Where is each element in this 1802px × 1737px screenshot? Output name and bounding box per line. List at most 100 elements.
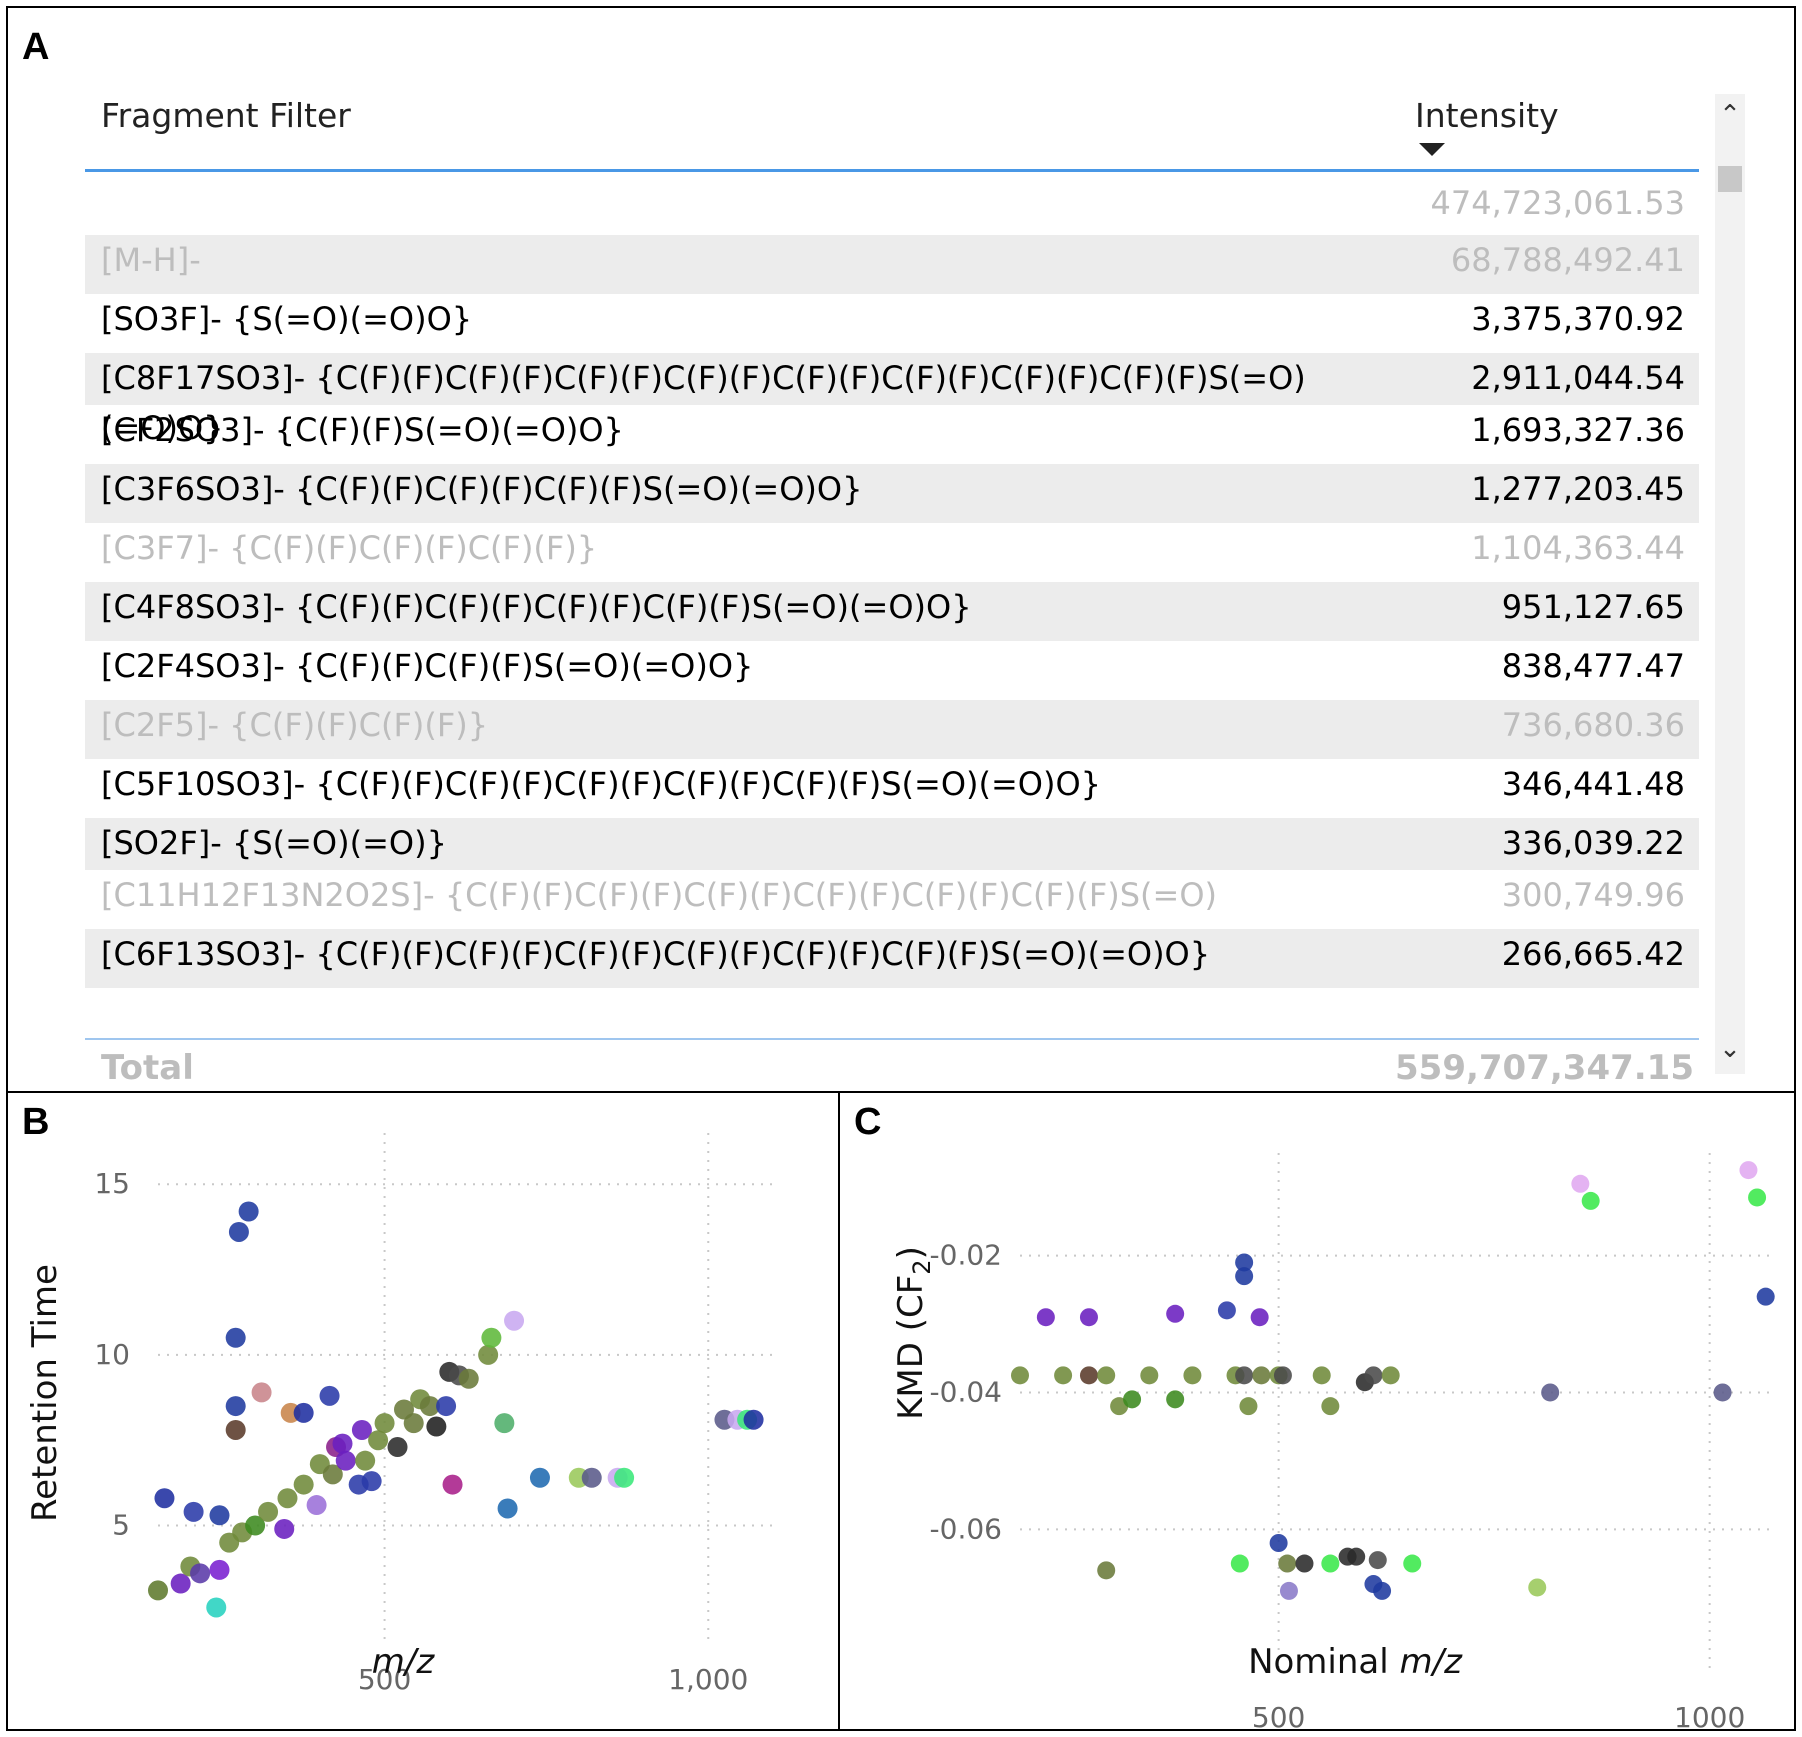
- data-point[interactable]: [351, 1419, 372, 1440]
- data-point[interactable]: [225, 1327, 246, 1348]
- data-point[interactable]: [419, 1396, 440, 1417]
- data-point[interactable]: [426, 1416, 447, 1437]
- data-point[interactable]: [1097, 1561, 1116, 1580]
- data-point[interactable]: [1748, 1188, 1767, 1207]
- data-point[interactable]: [614, 1467, 635, 1488]
- table-row[interactable]: [CF2SO3]- {C(F)(F)S(=O)(=O)O} 1,693,327.3…: [85, 405, 1699, 464]
- column-header-intensity[interactable]: Intensity: [1415, 96, 1559, 135]
- table-row[interactable]: [C3F6SO3]- {C(F)(F)C(F)(F)C(F)(F)S(=O)(=…: [85, 464, 1699, 523]
- data-point[interactable]: [293, 1474, 314, 1495]
- data-point[interactable]: [1011, 1366, 1029, 1385]
- table-row[interactable]: [C8F17SO3]- {C(F)(F)C(F)(F)C(F)(F)C(F)(F…: [85, 353, 1699, 447]
- data-point[interactable]: [497, 1498, 518, 1519]
- data-point[interactable]: [1347, 1547, 1366, 1566]
- data-point[interactable]: [154, 1488, 175, 1509]
- scroll-thumb[interactable]: [1718, 166, 1742, 192]
- table-row[interactable]: [C4F8SO3]- {C(F)(F)C(F)(F)C(F)(F)C(F)(F)…: [85, 582, 1699, 641]
- data-point[interactable]: [1541, 1383, 1560, 1402]
- data-point[interactable]: [245, 1515, 266, 1536]
- data-point[interactable]: [170, 1573, 191, 1594]
- table-row[interactable]: 474,723,061.53: [85, 178, 1699, 235]
- data-point[interactable]: [442, 1474, 463, 1495]
- data-point[interactable]: [374, 1413, 395, 1434]
- data-point[interactable]: [1312, 1366, 1331, 1385]
- data-point[interactable]: [258, 1501, 279, 1522]
- table-row[interactable]: [C3F7]- {C(F)(F)C(F)(F)C(F)(F)} 1,104,363…: [85, 523, 1699, 582]
- data-point[interactable]: [225, 1419, 246, 1440]
- data-point[interactable]: [368, 1430, 389, 1451]
- data-point[interactable]: [209, 1505, 230, 1526]
- data-point[interactable]: [504, 1310, 525, 1331]
- data-point[interactable]: [1239, 1397, 1258, 1416]
- data-point[interactable]: [355, 1450, 376, 1471]
- data-point[interactable]: [1235, 1253, 1254, 1272]
- table-row[interactable]: [M-H]- 68,788,492.41: [85, 235, 1699, 294]
- data-point[interactable]: [1756, 1287, 1775, 1306]
- data-point[interactable]: [1321, 1554, 1340, 1573]
- data-point[interactable]: [1235, 1267, 1254, 1286]
- data-point[interactable]: [1036, 1308, 1055, 1327]
- data-point[interactable]: [1373, 1581, 1392, 1600]
- data-point[interactable]: [1321, 1397, 1340, 1416]
- data-point[interactable]: [1581, 1191, 1600, 1210]
- data-point[interactable]: [1217, 1301, 1236, 1320]
- data-point[interactable]: [274, 1518, 295, 1539]
- data-point[interactable]: [478, 1344, 499, 1365]
- data-point[interactable]: [361, 1471, 382, 1492]
- data-point[interactable]: [1713, 1383, 1732, 1402]
- data-point[interactable]: [581, 1467, 602, 1488]
- data-point[interactable]: [1273, 1366, 1292, 1385]
- data-point[interactable]: [1739, 1161, 1758, 1180]
- data-point[interactable]: [481, 1327, 502, 1348]
- data-point[interactable]: [183, 1501, 204, 1522]
- column-header-fragment-filter[interactable]: Fragment Filter: [101, 96, 351, 135]
- scroll-up-icon[interactable]: ⌃: [1719, 100, 1741, 130]
- data-point[interactable]: [1079, 1366, 1098, 1385]
- data-point[interactable]: [1278, 1554, 1297, 1573]
- data-point[interactable]: [335, 1450, 356, 1471]
- data-point[interactable]: [494, 1413, 515, 1434]
- data-point[interactable]: [1166, 1390, 1185, 1409]
- data-point[interactable]: [1571, 1174, 1590, 1193]
- data-point[interactable]: [1250, 1308, 1269, 1327]
- data-point[interactable]: [209, 1559, 230, 1580]
- data-point[interactable]: [1381, 1366, 1400, 1385]
- data-point[interactable]: [1079, 1308, 1098, 1327]
- table-scrollbar[interactable]: ⌃ ⌄: [1715, 94, 1745, 1074]
- data-point[interactable]: [1123, 1390, 1142, 1409]
- data-point[interactable]: [1097, 1366, 1116, 1385]
- data-point[interactable]: [277, 1488, 298, 1509]
- table-row[interactable]: [C5F10SO3]- {C(F)(F)C(F)(F)C(F)(F)C(F)(F…: [85, 759, 1699, 818]
- data-point[interactable]: [1235, 1366, 1254, 1385]
- data-point[interactable]: [1230, 1554, 1249, 1573]
- table-row[interactable]: [C11H12F13N2O2S]- {C(F)(F)C(F)(F)C(F)(F)…: [85, 870, 1699, 964]
- data-point[interactable]: [1166, 1304, 1185, 1323]
- data-point[interactable]: [293, 1402, 314, 1423]
- scroll-down-icon[interactable]: ⌄: [1719, 1034, 1741, 1064]
- data-point[interactable]: [1140, 1366, 1159, 1385]
- table-row[interactable]: [SO3F]- {S(=O)(=O)O} 3,375,370.92: [85, 294, 1699, 353]
- data-point[interactable]: [458, 1368, 479, 1389]
- table-row[interactable]: [C2F5]- {C(F)(F)C(F)(F)} 736,680.36: [85, 700, 1699, 759]
- data-point[interactable]: [1403, 1554, 1422, 1573]
- data-point[interactable]: [1364, 1366, 1383, 1385]
- data-point[interactable]: [251, 1382, 272, 1403]
- table-row[interactable]: [SO2F]- {S(=O)(=O)} 336,039.22: [85, 818, 1699, 870]
- data-point[interactable]: [1368, 1551, 1387, 1570]
- data-point[interactable]: [238, 1201, 259, 1222]
- data-point[interactable]: [436, 1396, 457, 1417]
- table-row[interactable]: [C2F4SO3]- {C(F)(F)C(F)(F)S(=O)(=O)O} 838…: [85, 641, 1699, 700]
- data-point[interactable]: [1528, 1578, 1547, 1597]
- table-row[interactable]: [C6F13SO3]- {C(F)(F)C(F)(F)C(F)(F)C(F)(F…: [85, 929, 1699, 988]
- data-point[interactable]: [332, 1433, 353, 1454]
- sort-descending-icon[interactable]: [1419, 143, 1445, 156]
- data-point[interactable]: [228, 1221, 249, 1242]
- data-point[interactable]: [1054, 1366, 1073, 1385]
- data-point[interactable]: [148, 1580, 168, 1601]
- data-point[interactable]: [387, 1437, 408, 1458]
- data-point[interactable]: [1295, 1554, 1314, 1573]
- data-point[interactable]: [319, 1385, 340, 1406]
- data-point[interactable]: [743, 1409, 764, 1430]
- data-point[interactable]: [190, 1563, 211, 1584]
- data-point[interactable]: [1252, 1366, 1271, 1385]
